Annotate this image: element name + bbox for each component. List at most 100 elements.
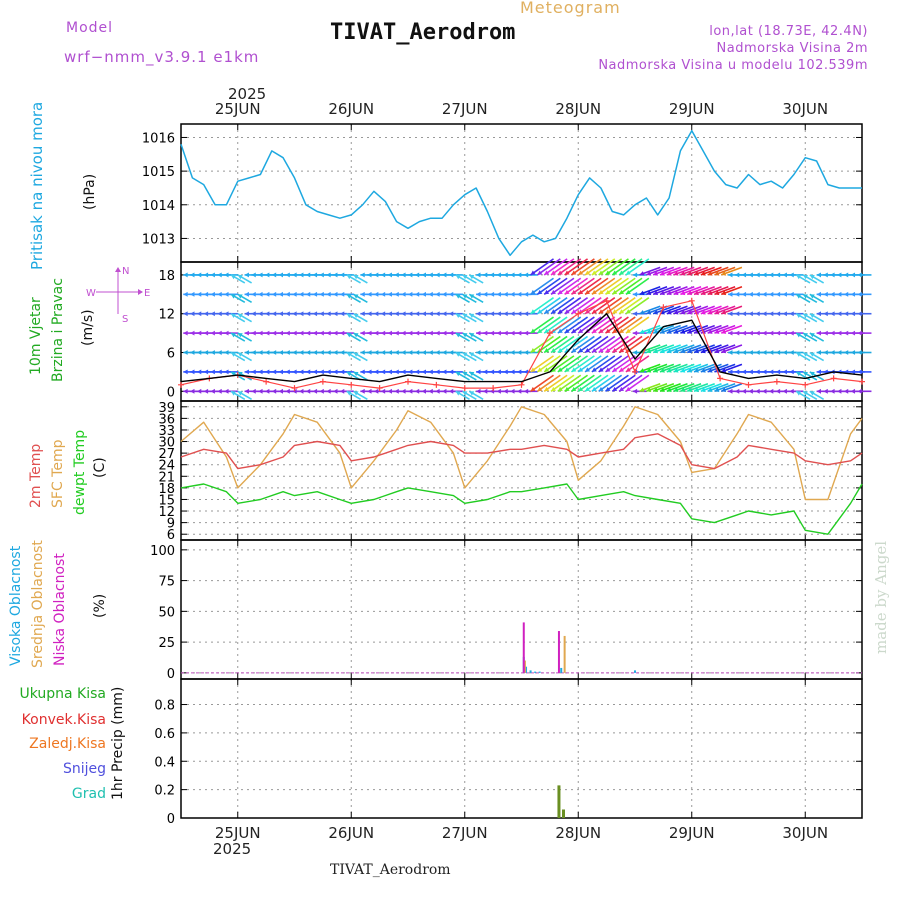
wind-arrowhead — [258, 388, 263, 394]
wind-arrowhead — [285, 369, 290, 375]
y-tick-label: 27 — [158, 447, 175, 462]
wind-arrowhead — [346, 391, 352, 396]
wind-arrowhead — [591, 328, 597, 334]
wind-arrowhead — [394, 350, 399, 355]
wind-arrowhead — [183, 350, 188, 355]
wind-arrowhead — [489, 330, 495, 336]
wind-arrowhead — [673, 329, 679, 334]
gust-marker — [405, 378, 411, 385]
wind-arrow — [577, 297, 602, 315]
wind-arrow — [605, 374, 629, 392]
wind-arrowhead — [837, 330, 842, 336]
gust-marker — [291, 385, 298, 392]
wind-arrowhead — [373, 330, 379, 336]
wind-arrowhead — [843, 272, 849, 278]
wind-arrowhead — [768, 388, 774, 394]
wind-arrowhead — [462, 313, 468, 318]
wind-arrowhead — [367, 311, 372, 317]
wind-arrowhead — [285, 350, 290, 355]
wind-arrowhead — [387, 311, 392, 317]
wind-arrowhead — [428, 350, 433, 355]
wind-arrowhead — [530, 309, 536, 314]
wind-arrowhead — [612, 348, 618, 353]
y-tick-label: 0.2 — [154, 784, 175, 799]
y-tick-label: 0 — [167, 667, 175, 682]
wind-arrowhead — [796, 391, 802, 396]
wind-arrowhead — [244, 272, 249, 278]
wind-arrow — [557, 355, 582, 373]
wind-arrowhead — [503, 330, 508, 336]
wind-arrow — [618, 297, 643, 315]
wind-arrowhead — [469, 313, 475, 318]
model-label: Model — [66, 20, 114, 36]
wind-arrowhead — [728, 272, 733, 278]
compass-s: S — [122, 314, 128, 325]
wind-arrowhead — [687, 329, 693, 334]
wind-arrowhead — [755, 311, 760, 317]
y-tick-label: 18 — [158, 269, 175, 284]
wind-arrowhead — [687, 271, 693, 276]
wind-arrowhead — [292, 369, 297, 375]
wind-arrowhead — [455, 391, 461, 396]
wind-arrowhead — [714, 271, 720, 276]
wind-arrowhead — [183, 311, 188, 317]
wind-arrow — [598, 335, 623, 354]
wind-arrowhead — [435, 272, 440, 278]
wind-arrowhead — [653, 387, 659, 393]
wind-arrowhead — [203, 330, 209, 336]
wind-arrowhead — [394, 330, 399, 336]
panel-frame — [180, 400, 863, 541]
wind-arrowhead — [659, 368, 665, 373]
wind-arrowhead — [728, 388, 733, 394]
wind-arrowhead — [748, 330, 753, 336]
wind-arrow — [598, 277, 623, 295]
wind-arrowhead — [557, 367, 563, 372]
wind-arrowhead — [544, 386, 550, 392]
y-tick-label: 36 — [158, 412, 175, 427]
wind-arrowhead — [625, 367, 631, 372]
wind-arrowhead — [428, 311, 433, 317]
wind-arrowhead — [516, 369, 522, 375]
wind-arrowhead — [598, 289, 604, 295]
wind-arrowhead — [299, 291, 304, 297]
wind-arrow — [530, 258, 554, 276]
wind-arrowhead — [585, 367, 591, 372]
wind-arrowhead — [271, 272, 277, 278]
wind-arrowhead — [408, 311, 413, 317]
x-tick-label-top: 27JUN — [442, 100, 488, 118]
wind-arrowhead — [687, 309, 693, 315]
wind-arrowhead — [612, 270, 618, 275]
wind-arrow — [536, 374, 561, 392]
wind-arrowhead — [455, 294, 461, 299]
wind-arrowhead — [571, 348, 577, 353]
wind-arrowhead — [768, 330, 774, 336]
wind-arrowhead — [687, 368, 693, 373]
wind-arrowhead — [401, 311, 406, 317]
wind-arrowhead — [850, 369, 856, 375]
wind-arrow — [543, 355, 568, 373]
y-tick-label: 30 — [158, 436, 175, 451]
wind-arrowhead — [816, 369, 821, 375]
wind-arrowhead — [353, 313, 359, 318]
wind-arrowhead — [571, 386, 577, 392]
wind-arrowhead — [353, 352, 359, 357]
wind-arrow — [605, 316, 629, 334]
wind-arrowhead — [360, 388, 365, 394]
wind-arrowhead — [673, 387, 679, 393]
wind-arrowhead — [612, 367, 618, 372]
wind-arrowhead — [782, 369, 787, 375]
wind-arrowhead — [305, 272, 311, 278]
wind-arrowhead — [237, 313, 243, 318]
wind-arrowhead — [823, 350, 828, 355]
wind-arrowhead — [734, 272, 740, 278]
wind-arrowhead — [230, 313, 236, 318]
y-tick-label: 0.6 — [154, 727, 175, 742]
wind-arrow — [577, 355, 602, 373]
wind-arrowhead — [258, 350, 263, 355]
wind-arrowhead — [346, 294, 352, 299]
wind-arrowhead — [455, 333, 461, 338]
wind-arrow — [577, 335, 602, 354]
wind-arrow — [550, 277, 575, 295]
wind-arrowhead — [183, 369, 188, 375]
wind-arrowhead — [414, 350, 420, 355]
